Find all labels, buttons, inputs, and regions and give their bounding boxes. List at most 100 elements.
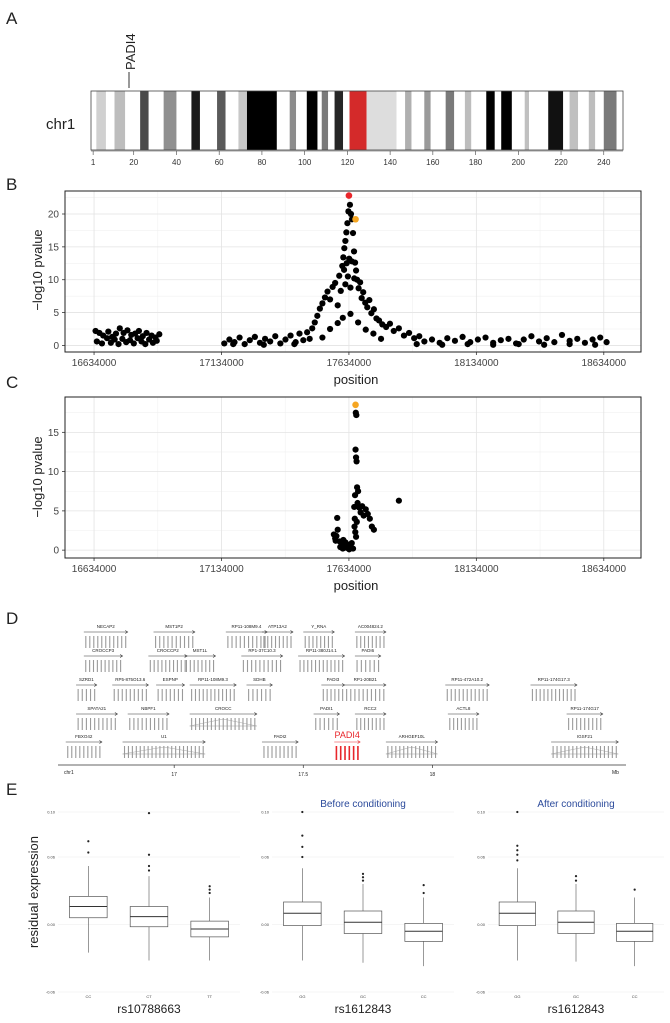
data-point <box>309 325 316 332</box>
gene-track-tick-label: 17 <box>171 772 177 778</box>
ideogram-band <box>454 91 465 150</box>
boxplot-y-tick-label: -0.06 <box>46 990 56 995</box>
data-point <box>352 267 360 274</box>
gene-arrowhead <box>383 683 387 687</box>
panel-b-ylabel: −log10 pvalue <box>30 229 45 310</box>
data-point <box>326 325 334 333</box>
x-tick-label: 18134000 <box>454 358 499 369</box>
panel-label-a: A <box>6 9 18 28</box>
boxplot-outlier <box>361 876 365 879</box>
gene-arrowhead <box>295 740 299 744</box>
data-point <box>230 341 237 348</box>
y-tick-label: 0 <box>53 341 59 352</box>
ideogram-band <box>289 91 297 150</box>
x-tick-label: 18634000 <box>582 564 627 575</box>
boxplot-snp-label: rs1612843 <box>335 1002 392 1016</box>
data-point <box>558 331 566 339</box>
boxplot-outlier <box>361 879 365 882</box>
ideogram-tick-label: 180 <box>469 158 483 167</box>
data-point <box>319 334 326 341</box>
data-point <box>306 335 313 342</box>
boxplot-outlier <box>633 888 636 891</box>
ideogram-band <box>616 91 623 150</box>
gene-arrowhead <box>94 683 98 687</box>
data-point <box>143 329 150 337</box>
gene-label-highlight: PADI4 <box>334 730 359 740</box>
panel-label-e: E <box>6 780 17 799</box>
data-point <box>444 335 451 342</box>
data-point <box>370 306 377 313</box>
x-tick-label: 17134000 <box>199 564 244 575</box>
boxplot-group-label: CT <box>146 994 152 999</box>
data-point <box>520 336 527 343</box>
data-point <box>474 336 481 343</box>
data-point <box>497 337 504 344</box>
data-point <box>348 258 355 265</box>
ideogram-band <box>163 91 177 150</box>
ideogram-band <box>334 91 344 150</box>
data-point <box>347 310 354 317</box>
ideogram-band <box>578 91 589 150</box>
panel-c-manhattan-conditioned: −log10 pvalue position 16634000 17134000 1… <box>30 396 642 593</box>
data-point <box>282 336 289 343</box>
ideogram-band <box>114 91 126 150</box>
gene-label: SZRD1 <box>79 677 94 682</box>
gene-label: RP11-174G17 <box>570 706 599 711</box>
data-point <box>347 284 354 291</box>
data-point <box>339 314 346 321</box>
data-point <box>370 526 377 533</box>
data-point <box>395 497 402 504</box>
data-point <box>350 248 358 255</box>
boxplot-box <box>283 901 322 926</box>
y-tick-label: 10 <box>48 275 60 286</box>
boxplot-y-tick-label: 0.00 <box>261 922 270 927</box>
gene-label: SPATA21 <box>87 706 106 711</box>
data-point <box>340 254 347 261</box>
ideogram-band <box>569 91 579 150</box>
gene-arrowhead <box>125 630 129 634</box>
gene-label: ATP13A2 <box>268 624 287 629</box>
ideogram-band <box>464 91 472 150</box>
gene-arrowhead <box>336 712 341 716</box>
data-point <box>277 340 284 347</box>
data-point <box>226 336 233 343</box>
gene-arrowhead <box>383 712 387 716</box>
data-point <box>221 340 228 347</box>
data-point <box>528 333 535 340</box>
data-point <box>490 341 497 348</box>
ideogram-band <box>486 91 495 150</box>
data-point <box>340 266 348 273</box>
gene-label: RP11-380J14.1 <box>306 648 337 653</box>
data-point <box>353 458 360 465</box>
ideogram-tick-label: 160 <box>426 158 440 167</box>
data-point <box>344 273 352 280</box>
data-point <box>386 320 394 327</box>
y-tick-label: 15 <box>48 428 60 439</box>
data-point <box>395 325 402 332</box>
data-point <box>370 330 377 337</box>
data-point <box>112 330 120 337</box>
gene-label: CROCCP2 <box>157 648 180 653</box>
ideogram-band <box>524 91 529 150</box>
boxplot-outlier <box>516 859 519 862</box>
ideogram-band <box>225 91 239 150</box>
boxplot-outlier <box>574 875 578 878</box>
data-point <box>348 539 355 547</box>
boxplot-y-tick-label: 0.00 <box>477 922 486 927</box>
x-tick-label: 17634000 <box>327 564 372 575</box>
data-point <box>390 327 397 335</box>
data-point <box>352 528 359 536</box>
boxplot-outlier <box>208 891 211 895</box>
ideogram-tick-label: 240 <box>597 158 611 167</box>
ideogram-band <box>588 91 596 150</box>
x-tick-label: 17634000 <box>327 358 372 369</box>
gene-arrowhead <box>145 683 149 687</box>
data-point <box>236 334 243 341</box>
gene-label: PADI2 <box>274 734 287 739</box>
gene-arrowhead <box>486 683 490 687</box>
gene-track-mb-label: Mb <box>612 770 619 776</box>
ideogram-band <box>603 91 617 150</box>
x-tick-label: 18134000 <box>454 564 499 575</box>
boxplot-group-label: TT <box>207 994 212 999</box>
panel-c-ylabel: −log10 pvalue <box>30 436 45 517</box>
